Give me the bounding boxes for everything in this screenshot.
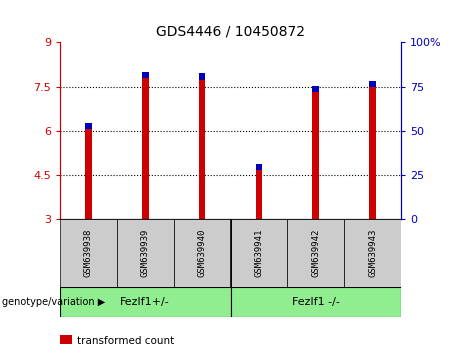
Bar (60, 219, 117, 287)
Bar (230, 219, 287, 287)
Text: genotype/variation ▶: genotype/variation ▶ (2, 297, 106, 307)
Bar (230, 287, 401, 317)
Bar (369, 81, 376, 87)
Bar (60, 287, 230, 317)
Bar (142, 79, 148, 219)
Text: GSM639939: GSM639939 (141, 229, 150, 277)
Bar (344, 219, 401, 287)
Bar (287, 219, 344, 287)
Bar (174, 219, 230, 287)
Bar (117, 219, 174, 287)
Bar (255, 164, 262, 170)
Bar (60, 335, 72, 344)
Bar (142, 72, 148, 78)
Bar (369, 87, 376, 219)
Bar (313, 88, 319, 219)
Text: GSM639943: GSM639943 (368, 229, 377, 277)
Bar (313, 86, 319, 92)
Bar (199, 77, 206, 219)
Text: GSM639941: GSM639941 (254, 229, 263, 277)
Text: GSM639940: GSM639940 (198, 229, 207, 277)
Text: transformed count: transformed count (77, 336, 174, 346)
Bar (85, 123, 92, 129)
Text: Fezlf1+/-: Fezlf1+/- (120, 297, 170, 307)
Bar (85, 126, 92, 219)
Bar (199, 74, 206, 80)
Bar (255, 170, 262, 219)
Text: Fezlf1 -/-: Fezlf1 -/- (292, 297, 340, 307)
Title: GDS4446 / 10450872: GDS4446 / 10450872 (156, 24, 305, 39)
Text: GSM639942: GSM639942 (311, 229, 320, 277)
Text: GSM639938: GSM639938 (84, 229, 93, 277)
